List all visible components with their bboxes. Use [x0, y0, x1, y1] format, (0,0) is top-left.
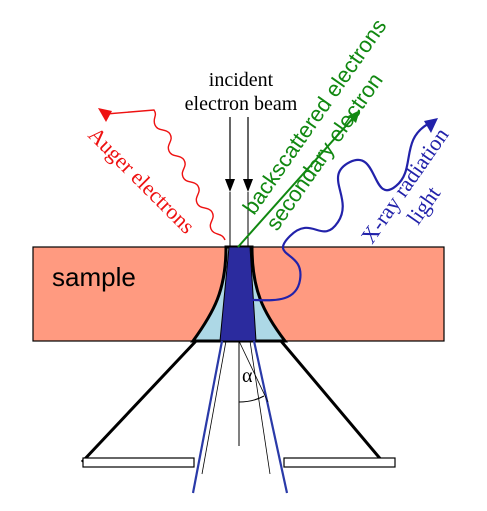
detector-plate-left	[82, 457, 195, 468]
alpha-label: α	[242, 365, 253, 387]
detector-plate-right	[283, 457, 396, 468]
secondary-arrowhead	[348, 110, 360, 123]
backscattered-label: backscattered electrons	[238, 14, 392, 219]
auger-label: Auger electrons	[83, 122, 200, 239]
cone-right-outer	[279, 340, 385, 463]
cone-left-blue	[191, 340, 224, 494]
cone-left-thin	[201, 340, 227, 475]
cone-right-blue	[252, 340, 289, 494]
alpha-ray	[238, 340, 269, 403]
incident-label-line2: electron beam	[185, 93, 298, 115]
auger-arrowhead	[98, 108, 112, 122]
incident-label-line1: incident	[209, 69, 274, 91]
alpha-arc	[238, 395, 265, 403]
sample-label: sample	[52, 262, 136, 292]
incident-beam-left-arrow	[225, 179, 235, 192]
secondary-arrow-line	[237, 117, 354, 248]
interaction-core	[219, 246, 257, 342]
cone-left-outer	[80, 339, 198, 464]
xray-label-line1: X-ray radiation	[356, 123, 454, 248]
cone-right-thin	[249, 340, 271, 475]
wave-arrow-icon	[251, 123, 429, 302]
xray-arrowhead	[424, 118, 438, 133]
incident-beam-right-arrow	[243, 179, 253, 192]
squiggle-arrow-icon	[105, 109, 226, 241]
